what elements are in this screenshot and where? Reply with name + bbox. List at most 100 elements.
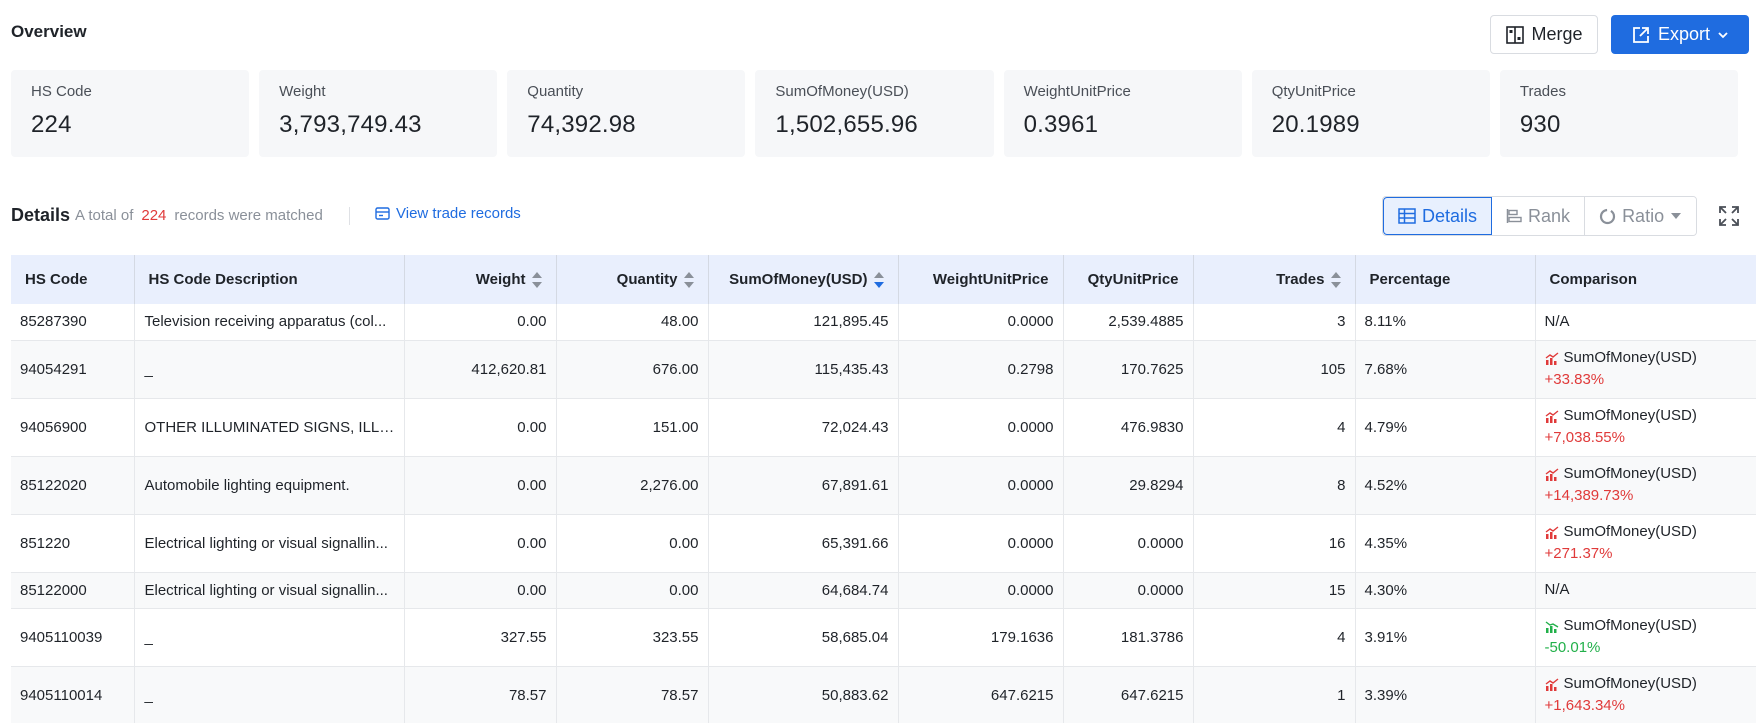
- percentage-cell: 4.35%: [1355, 514, 1536, 573]
- qty-unit-price-cell: 170.7625: [1063, 340, 1194, 399]
- col-weight[interactable]: Weight: [404, 255, 557, 304]
- table-row[interactable]: 94054291 _ 412,620.81 676.00 115,435.43 0.279…: [11, 340, 1756, 399]
- sum-of-money-cell: 72,024.43: [708, 398, 899, 457]
- stat-label: Weight: [279, 83, 326, 100]
- ratio-donut-icon: [1599, 208, 1616, 224]
- weight-unit-price-cell: 0.0000: [898, 456, 1064, 515]
- table-row[interactable]: 9405110039 _ 327.55 323.55 58,685.04 179.1636…: [11, 608, 1756, 667]
- comparison-label: SumOfMoney(USD): [1563, 523, 1697, 540]
- stat-value: 3,793,749.43: [279, 111, 422, 138]
- table-row[interactable]: 85122000 Electrical lighting or visual si…: [11, 572, 1756, 609]
- stat-cards: HS Code 224 Weight 3,793,749.43 Quantity…: [11, 70, 1738, 157]
- caret-down-icon: [1671, 213, 1682, 219]
- table-row[interactable]: 85122020 Automobile lighting equipment. 0.…: [11, 456, 1756, 515]
- weight-unit-price-cell: 0.0000: [898, 398, 1064, 457]
- comparison-label: SumOfMoney(USD): [1563, 675, 1697, 692]
- records-summary: A total of 224 records were matched: [75, 207, 323, 224]
- sort-icon[interactable]: [683, 272, 694, 289]
- description-cell: OTHER ILLUMINATED SIGNS, ILLU...: [134, 398, 405, 457]
- trades-cell: 4: [1193, 608, 1356, 667]
- table-icon: [1398, 208, 1416, 224]
- tab-details[interactable]: Details: [1383, 197, 1493, 235]
- weight-cell: 0.00: [404, 398, 557, 457]
- table-row[interactable]: 94056900 OTHER ILLUMINATED SIGNS, ILLU...…: [11, 398, 1756, 457]
- trades-cell: 3: [1193, 304, 1356, 341]
- details-bar: Details A total of 224 records were matche…: [11, 196, 1746, 236]
- table-row[interactable]: 85287390 Television receiving apparatus (…: [11, 304, 1756, 341]
- qty-unit-price-cell: 0.0000: [1063, 514, 1194, 573]
- stat-card-weight-unit-price: WeightUnitPrice 0.3961: [1003, 70, 1242, 157]
- sum-of-money-cell: 67,891.61: [708, 456, 899, 515]
- tab-ratio-label: Ratio: [1622, 205, 1665, 226]
- col-label: WeightUnitPrice: [932, 271, 1049, 288]
- percentage-cell: 4.52%: [1355, 456, 1536, 515]
- weight-unit-price-cell: 179.1636: [898, 608, 1064, 667]
- quantity-cell: 48.00: [556, 304, 709, 341]
- sort-desc-icon[interactable]: [873, 272, 884, 289]
- hs-code-cell: 85122000: [11, 572, 135, 609]
- fullscreen-icon[interactable]: [1717, 204, 1741, 228]
- percentage-cell: 4.30%: [1355, 572, 1536, 609]
- percentage-cell: 4.79%: [1355, 398, 1536, 457]
- stat-card-qty-unit-price: QtyUnitPrice 20.1989: [1251, 70, 1490, 157]
- hs-code-cell: 9405110039: [11, 608, 135, 667]
- trades-cell: 16: [1193, 514, 1356, 573]
- weight-unit-price-cell: 0.0000: [898, 572, 1064, 609]
- stat-value: 224: [31, 111, 72, 138]
- details-table: HS Code HS Code Description Weight Quant…: [11, 255, 1756, 723]
- overview-header: Overview Merge Export: [11, 0, 1749, 62]
- export-button[interactable]: Export: [1611, 15, 1749, 54]
- trades-cell: 105: [1193, 340, 1356, 399]
- comparison-label: SumOfMoney(USD): [1563, 617, 1697, 634]
- stat-value: 20.1989: [1271, 111, 1360, 138]
- col-label: Trades: [1276, 270, 1325, 288]
- stat-value: 74,392.98: [527, 111, 636, 138]
- col-label: Comparison: [1549, 271, 1638, 288]
- quantity-cell: 2,276.00: [556, 456, 709, 515]
- table-row[interactable]: 851220 Electrical lighting or visual sign…: [11, 514, 1756, 573]
- comparison-change: +1,643.34%: [1544, 697, 1626, 714]
- col-qty-unit-price: QtyUnitPrice: [1063, 255, 1194, 304]
- description-cell: _: [134, 340, 405, 399]
- comparison-cell: SumOfMoney(USD) +7,038.55%: [1535, 398, 1756, 457]
- col-label: Percentage: [1369, 271, 1451, 288]
- percentage-cell: 8.11%: [1355, 304, 1536, 341]
- view-trade-records-label: View trade records: [396, 205, 521, 222]
- trend-up-chart-icon: [1545, 351, 1558, 365]
- quantity-cell: 151.00: [556, 398, 709, 457]
- stat-label: Trades: [1519, 83, 1566, 100]
- percentage-cell: 7.68%: [1355, 340, 1536, 399]
- comparison-cell: N/A: [1535, 304, 1756, 341]
- table-row[interactable]: 9405110014 _ 78.57 78.57 50,883.62 647.6215 64…: [11, 666, 1756, 723]
- weight-cell: 0.00: [404, 304, 557, 341]
- sort-icon[interactable]: [531, 272, 542, 289]
- sum-of-money-cell: 115,435.43: [708, 340, 899, 399]
- summary-prefix: A total of: [75, 207, 134, 224]
- description-cell: Automobile lighting equipment.: [134, 456, 405, 515]
- col-trades[interactable]: Trades: [1193, 255, 1356, 304]
- comparison-label: N/A: [1544, 312, 1570, 330]
- view-trade-records-link[interactable]: View trade records: [375, 205, 521, 222]
- merge-button[interactable]: Merge: [1490, 15, 1598, 54]
- col-sum-of-money[interactable]: SumOfMoney(USD): [708, 255, 899, 304]
- sort-icon[interactable]: [1330, 272, 1341, 289]
- tab-rank[interactable]: Rank: [1492, 197, 1586, 235]
- col-hs-code: HS Code: [11, 255, 135, 304]
- overview-title: Overview: [11, 22, 87, 41]
- trade-records-icon: [375, 207, 390, 220]
- comparison-label: SumOfMoney(USD): [1563, 349, 1697, 366]
- description-cell: Electrical lighting or visual signallin.…: [134, 572, 405, 609]
- trades-cell: 1: [1193, 666, 1356, 723]
- quantity-cell: 78.57: [556, 666, 709, 723]
- col-weight-unit-price: WeightUnitPrice: [898, 255, 1064, 304]
- col-quantity[interactable]: Quantity: [556, 255, 709, 304]
- weight-unit-price-cell: 0.2798: [898, 340, 1064, 399]
- trend-down-chart-icon: [1545, 620, 1558, 633]
- quantity-cell: 0.00: [556, 572, 709, 609]
- weight-cell: 327.55: [404, 608, 557, 667]
- tab-ratio[interactable]: Ratio: [1585, 197, 1697, 235]
- stat-value: 0.3961: [1023, 111, 1099, 138]
- weight-unit-price-cell: 647.6215: [898, 666, 1064, 723]
- quantity-cell: 0.00: [556, 514, 709, 573]
- merge-label: Merge: [1531, 24, 1583, 44]
